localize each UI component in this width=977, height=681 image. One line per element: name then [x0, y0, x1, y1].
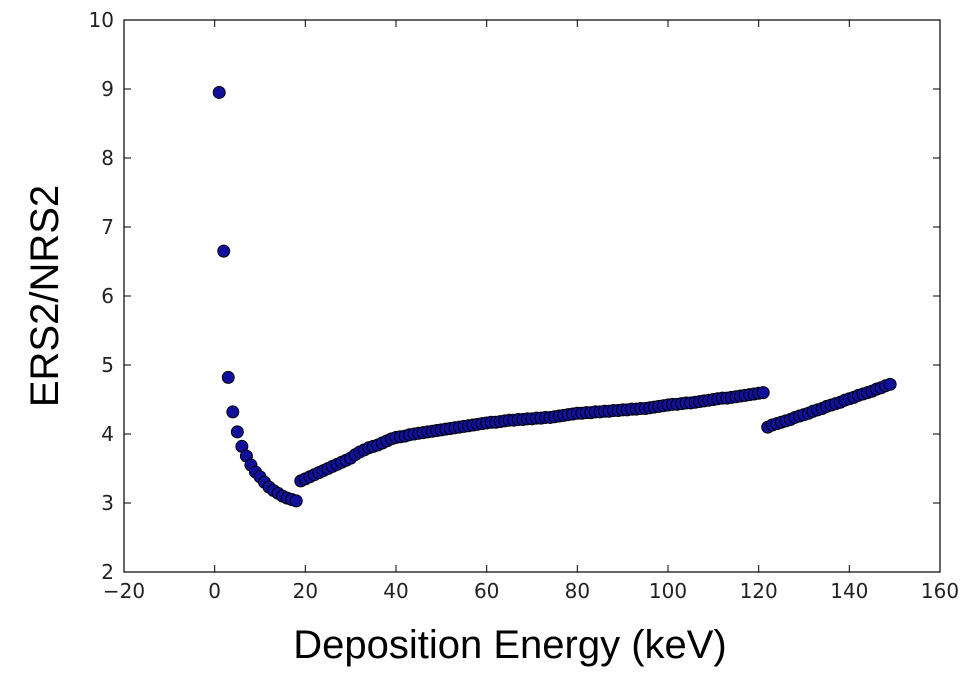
y-tick-label: 9 [101, 77, 114, 101]
point [226, 405, 240, 419]
x-tick-label: 80 [565, 579, 590, 603]
y-tick-label: 3 [101, 491, 114, 515]
x-tick-label: 140 [830, 579, 868, 603]
y-tick-label: 4 [101, 422, 114, 446]
point [756, 386, 770, 400]
x-tick-label: 40 [383, 579, 408, 603]
point [883, 377, 897, 391]
x-tick-label: 120 [740, 579, 778, 603]
y-tick-label: 10 [89, 8, 114, 32]
y-tick-label: 8 [101, 146, 114, 170]
x-tick-label: 0 [208, 579, 221, 603]
y-tick-label: 5 [101, 353, 114, 377]
y-tick-label: 6 [101, 284, 114, 308]
point [230, 425, 244, 439]
y-tick-label: 2 [101, 560, 114, 584]
point [221, 370, 235, 384]
plot-frame [123, 19, 941, 573]
x-tick-label: 20 [293, 579, 318, 603]
point [212, 85, 226, 99]
x-axis-title: Deposition Energy (keV) [293, 623, 727, 667]
point [289, 494, 303, 508]
x-tick-label: −20 [103, 579, 145, 603]
x-tick-label: 100 [649, 579, 687, 603]
point [217, 244, 231, 258]
x-tick-label: 160 [921, 579, 959, 603]
x-tick-label: 60 [474, 579, 499, 603]
y-tick-label: 7 [101, 215, 114, 239]
y-axis-title: ERS2/NRS2 [23, 185, 67, 407]
